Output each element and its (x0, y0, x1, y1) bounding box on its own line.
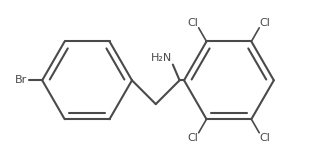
Text: Cl: Cl (188, 133, 199, 143)
Text: Cl: Cl (188, 18, 199, 28)
Text: Cl: Cl (259, 133, 270, 143)
Text: Br: Br (15, 75, 28, 85)
Text: H₂N: H₂N (150, 53, 172, 64)
Text: Cl: Cl (259, 18, 270, 28)
